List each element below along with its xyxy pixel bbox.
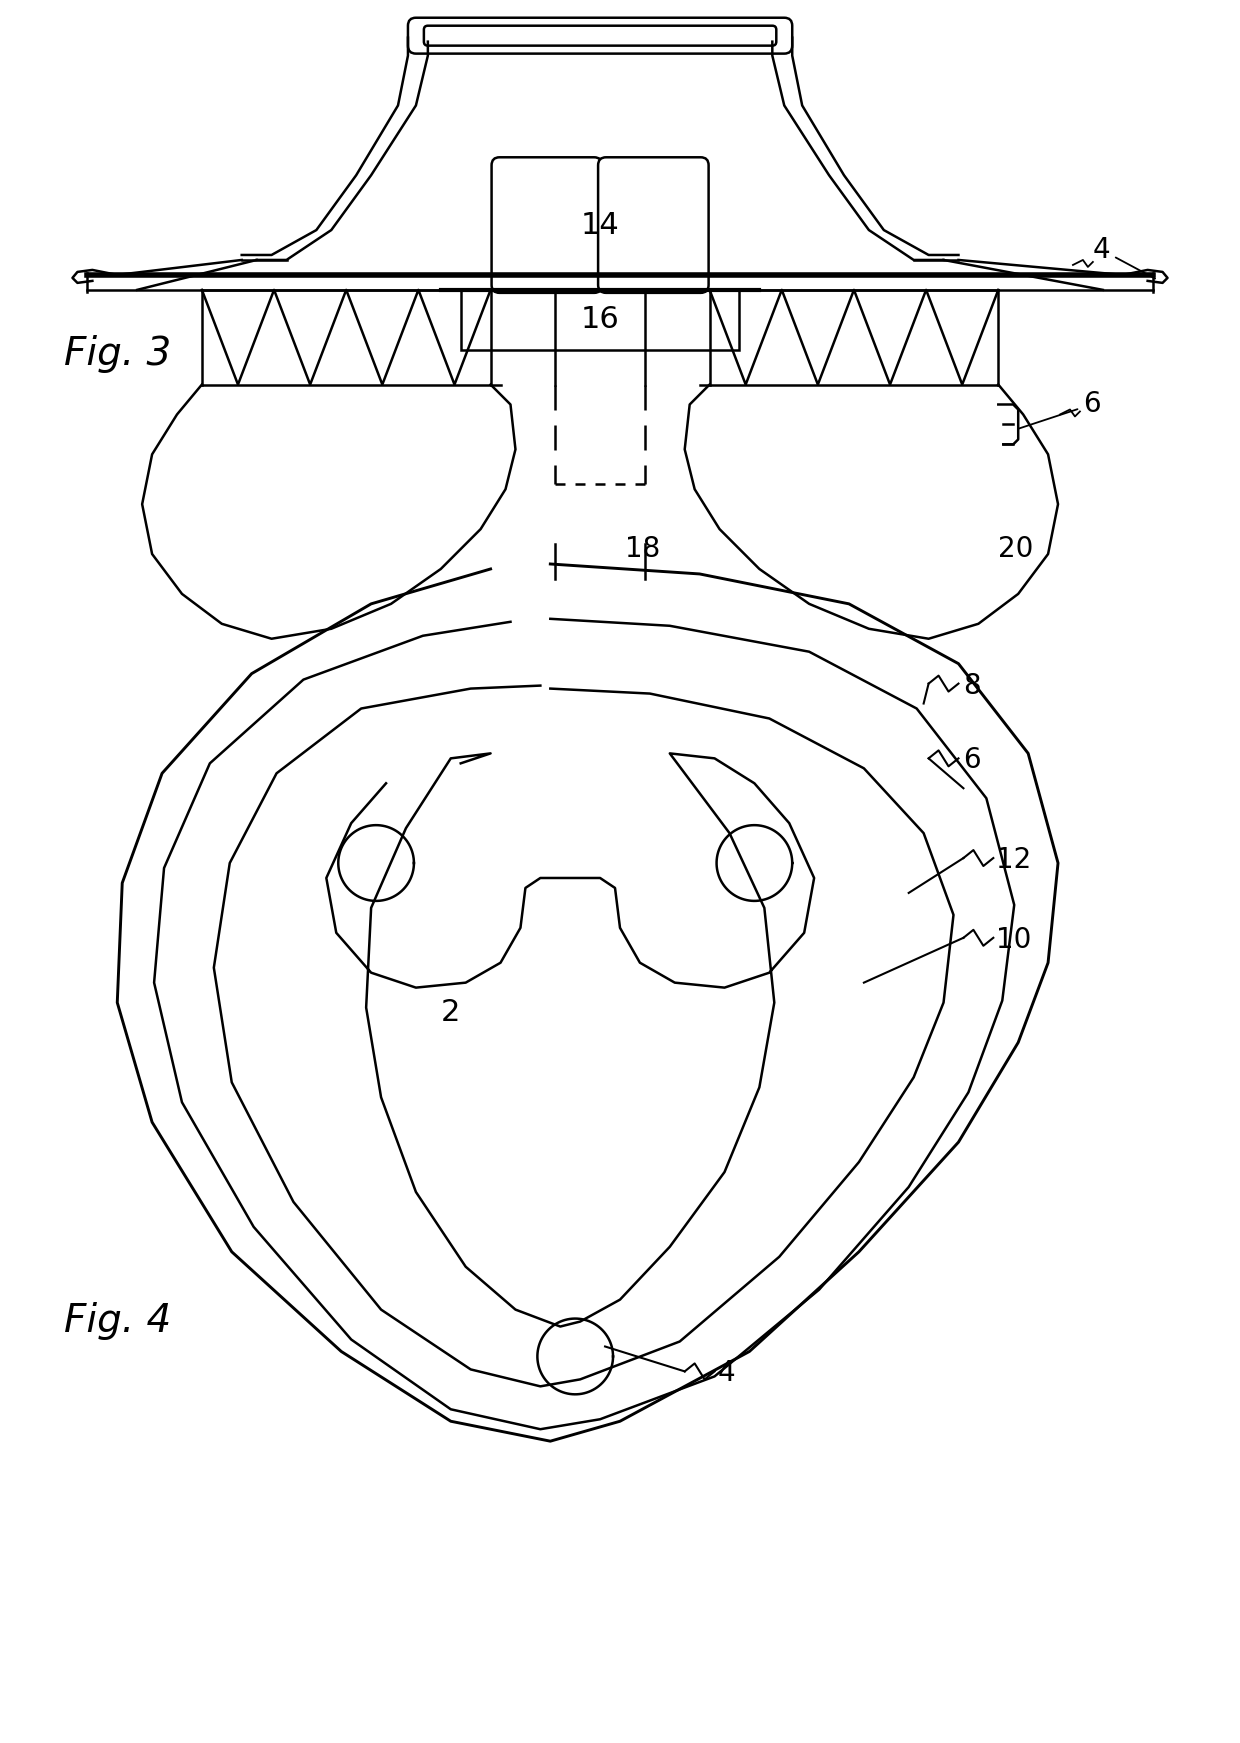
FancyBboxPatch shape <box>598 157 708 293</box>
Text: 2: 2 <box>440 999 460 1027</box>
Bar <box>461 289 739 350</box>
Text: Fig. 3: Fig. 3 <box>64 335 172 373</box>
Text: Fig. 4: Fig. 4 <box>64 1302 172 1340</box>
Text: 18: 18 <box>625 535 660 563</box>
Text: 6: 6 <box>963 746 981 774</box>
Text: 6: 6 <box>1019 390 1101 429</box>
Text: 4: 4 <box>1092 235 1156 279</box>
Text: 16: 16 <box>580 305 620 335</box>
Text: 10: 10 <box>996 926 1032 953</box>
Text: 12: 12 <box>996 845 1032 873</box>
FancyBboxPatch shape <box>491 157 603 293</box>
Text: 20: 20 <box>998 535 1034 563</box>
Text: 4: 4 <box>718 1360 735 1387</box>
Text: 14: 14 <box>580 211 620 239</box>
Text: 8: 8 <box>963 671 981 699</box>
